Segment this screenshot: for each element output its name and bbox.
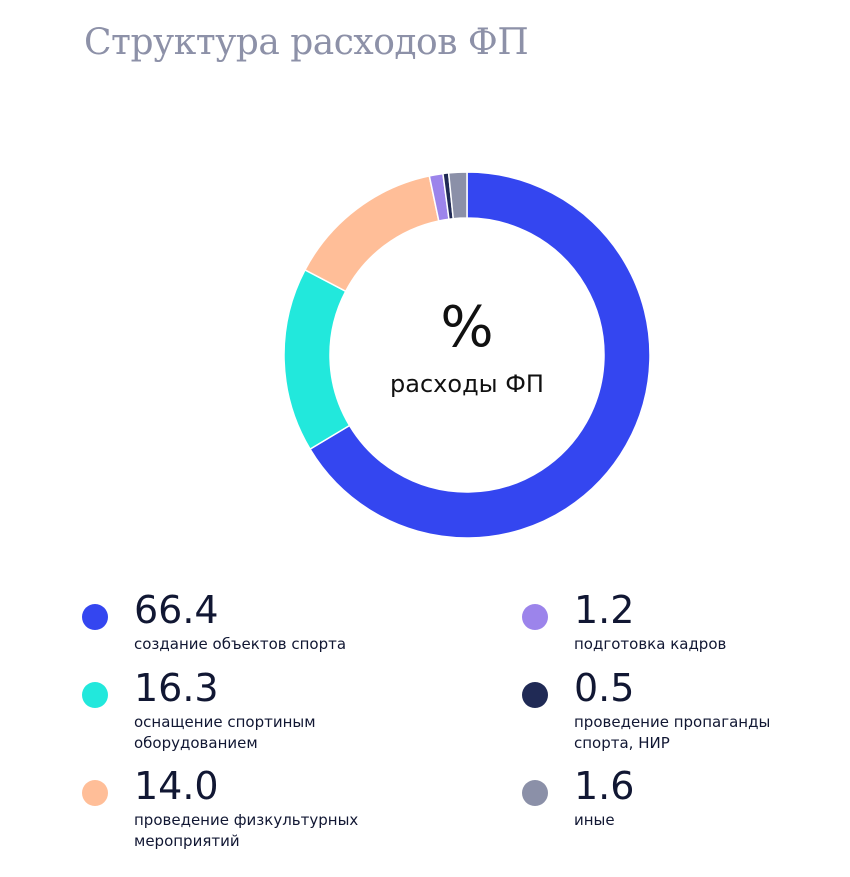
legend-value: 1.6: [574, 764, 635, 808]
donut-chart: [283, 171, 651, 539]
legend-swatch: [522, 682, 548, 708]
center-label: расходы ФП: [390, 370, 544, 398]
legend-value: 66.4: [134, 588, 219, 632]
legend-label: подготовка кадров: [574, 635, 727, 653]
legend-label: проведение физкультурных мероприятий: [134, 811, 359, 850]
chart-title: Структура расходов ФП: [84, 22, 529, 63]
legend-value: 0.5: [574, 666, 635, 710]
legend-swatch: [82, 780, 108, 806]
legend-label: создание объектов спорта: [134, 635, 347, 653]
donut-slice: [303, 175, 440, 293]
legend-swatch: [522, 780, 548, 806]
donut-slice: [309, 171, 651, 539]
legend-swatch: [82, 604, 108, 630]
legend-label: оснащение спортиным оборудованием: [134, 713, 316, 752]
donut-slice: [283, 268, 351, 451]
legend-value: 16.3: [134, 666, 219, 710]
legend-label: иные: [574, 811, 615, 829]
legend-swatch: [522, 604, 548, 630]
legend-label: проведение пропаганды спорта, НИР: [574, 713, 771, 752]
legend-swatch: [82, 682, 108, 708]
legend-value: 14.0: [134, 764, 219, 808]
legend-value: 1.2: [574, 588, 635, 632]
center-percent-symbol: %: [440, 295, 494, 360]
donut-slice: [447, 171, 468, 220]
